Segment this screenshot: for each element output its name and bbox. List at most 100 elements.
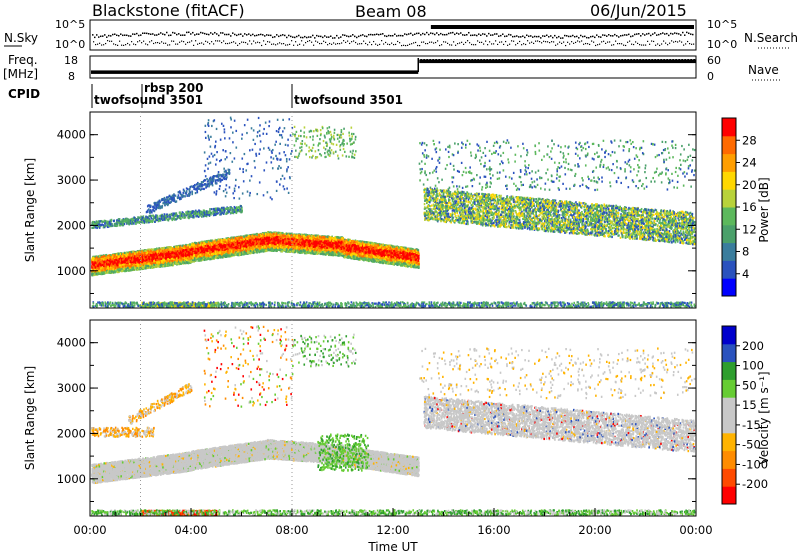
nsearch-point <box>119 41 120 42</box>
nsearch-point <box>97 44 98 45</box>
nsky-point <box>616 35 618 37</box>
nsky-point <box>162 33 164 35</box>
nsearch-point <box>489 41 490 42</box>
nsearch-point <box>499 42 500 43</box>
nsky-point <box>426 32 428 34</box>
nsearch-point <box>677 41 678 42</box>
freq-dot <box>489 59 491 61</box>
freq-dot <box>618 59 620 61</box>
nsearch-point <box>387 44 388 45</box>
nsearch-point <box>195 40 196 41</box>
nsearch-point <box>659 45 660 46</box>
nsearch-point <box>405 45 406 46</box>
nsearch-point <box>295 41 296 42</box>
nsky-point <box>490 34 492 36</box>
nsky-point <box>576 36 578 38</box>
nsearch-point <box>495 40 496 41</box>
nsearch-point <box>433 42 434 43</box>
nsky-point <box>304 36 306 38</box>
nsky-point <box>410 33 412 35</box>
nsky-point <box>174 32 176 34</box>
freq-dot <box>513 59 515 61</box>
nsky-point <box>258 34 260 36</box>
freq-dot <box>468 59 470 61</box>
nsky-point <box>106 36 108 38</box>
nsky-point <box>378 34 380 36</box>
nsky-point <box>518 36 520 38</box>
nsky-point <box>290 36 292 38</box>
nsearch-point <box>211 41 212 42</box>
nsearch-point <box>367 44 368 45</box>
nsky-point <box>246 34 248 36</box>
nsearch-point <box>327 44 328 45</box>
nsearch-point <box>131 41 132 42</box>
nsky-point <box>142 32 144 34</box>
nsky-point <box>244 33 246 35</box>
nsearch-point <box>629 41 630 42</box>
freq-dot <box>465 59 467 61</box>
nsearch-point <box>435 42 436 43</box>
nsky-point <box>590 36 592 38</box>
nsky-point <box>642 33 644 35</box>
nsky-point <box>364 35 366 37</box>
nsky-point <box>352 34 354 36</box>
nsky-point <box>502 33 504 35</box>
nsearch-point <box>591 40 592 41</box>
nsky-point <box>532 36 534 38</box>
nsky-point <box>442 34 444 36</box>
nsearch-point <box>485 41 486 42</box>
nsky-point <box>644 34 646 36</box>
nsearch-point <box>143 41 144 42</box>
nsearch-point <box>383 43 384 44</box>
nsearch-point <box>683 45 684 46</box>
nsky-point <box>206 34 208 36</box>
nsky-point <box>544 35 546 37</box>
nsearch-point <box>637 43 638 44</box>
freq-dot <box>573 59 575 61</box>
nsky-point <box>288 35 290 37</box>
nsky-point <box>302 37 304 39</box>
nsearch-point <box>389 44 390 45</box>
nsky-point <box>346 35 348 37</box>
nsearch-point <box>421 42 422 43</box>
nsearch-point <box>321 43 322 44</box>
nsky-point <box>250 35 252 37</box>
nsearch-point <box>259 42 260 43</box>
nsky-point <box>184 34 186 36</box>
nsky-point <box>212 33 214 35</box>
freq-dot <box>648 59 650 61</box>
nsky-point <box>436 32 438 34</box>
nsearch-point <box>547 41 548 42</box>
nsearch-point <box>207 42 208 43</box>
nsearch-point <box>553 41 554 42</box>
nsearch-point <box>511 40 512 41</box>
nsky-point <box>394 34 396 36</box>
nsearch-point <box>579 41 580 42</box>
nsearch-point <box>667 44 668 45</box>
nsearch-point <box>529 42 530 43</box>
nsearch-point <box>253 40 254 41</box>
freq-dot <box>597 59 599 61</box>
nsearch-point <box>645 44 646 45</box>
nsearch-point <box>491 43 492 44</box>
cpid-program-3: twofsound 3501 <box>294 93 403 107</box>
freq-dot <box>669 59 671 61</box>
nsearch-point <box>457 43 458 44</box>
freq-dot <box>612 59 614 61</box>
nsky-point <box>326 36 328 38</box>
nsky-point <box>380 34 382 36</box>
nsearch-point <box>267 41 268 42</box>
nsearch-point <box>641 44 642 45</box>
nsearch-point <box>301 40 302 41</box>
nsky-point <box>214 32 216 34</box>
nsearch-point <box>605 43 606 44</box>
nsky-point <box>192 32 194 34</box>
nsky-point <box>322 37 324 39</box>
nsearch-point <box>669 43 670 44</box>
nsearch-point <box>125 44 126 45</box>
freq-dot <box>444 59 446 61</box>
nsky-point <box>692 34 694 36</box>
nsearch-point <box>519 41 520 42</box>
nsearch-point <box>209 43 210 44</box>
nsearch-point <box>145 43 146 44</box>
